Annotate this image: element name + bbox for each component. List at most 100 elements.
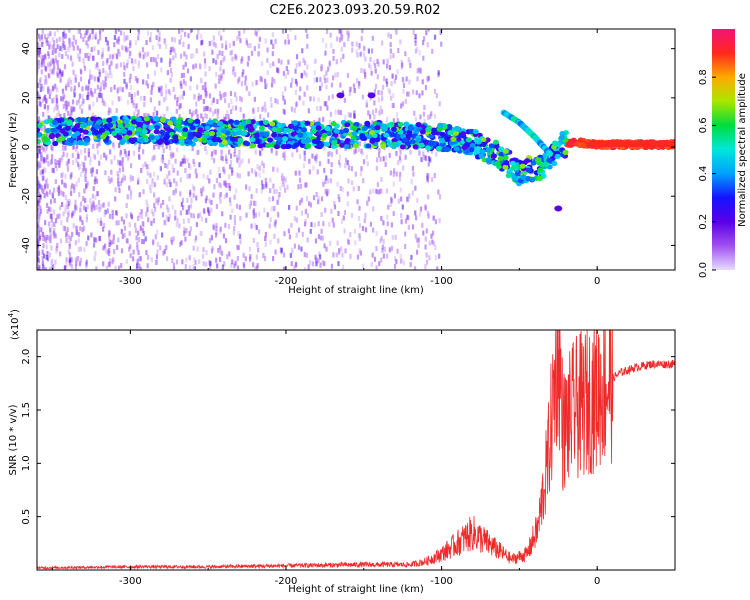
noise-speckle bbox=[176, 97, 179, 103]
noise-speckle bbox=[129, 50, 132, 56]
band-point bbox=[435, 145, 442, 151]
noise-speckle bbox=[169, 47, 173, 53]
noise-speckle bbox=[49, 199, 53, 205]
noise-speckle bbox=[172, 267, 176, 270]
noise-speckle bbox=[72, 144, 76, 150]
noise-speckle bbox=[414, 41, 417, 47]
noise-speckle bbox=[319, 85, 322, 91]
noise-speckle bbox=[236, 157, 239, 163]
noise-speckle bbox=[232, 230, 235, 236]
noise-speckle bbox=[40, 34, 43, 40]
noise-speckle bbox=[146, 263, 149, 269]
noise-speckle bbox=[62, 103, 65, 109]
noise-speckle bbox=[139, 256, 142, 262]
noise-speckle bbox=[381, 247, 384, 253]
noise-speckle bbox=[391, 73, 394, 79]
noise-speckle bbox=[386, 221, 389, 227]
band-point bbox=[439, 131, 446, 137]
noise-speckle bbox=[169, 77, 172, 83]
noise-speckle bbox=[175, 259, 179, 265]
band-point bbox=[529, 176, 536, 182]
noise-speckle bbox=[382, 59, 385, 65]
noise-speckle bbox=[361, 94, 365, 100]
noise-speckle bbox=[128, 92, 131, 98]
noise-speckle bbox=[401, 204, 404, 210]
noise-speckle bbox=[309, 202, 312, 208]
noise-speckle bbox=[420, 157, 423, 163]
noise-speckle bbox=[91, 92, 94, 98]
noise-speckle bbox=[225, 158, 228, 164]
noise-speckle bbox=[431, 48, 434, 54]
noise-speckle bbox=[233, 152, 236, 158]
noise-speckle bbox=[117, 173, 120, 179]
noise-speckle bbox=[165, 43, 168, 49]
noise-speckle bbox=[330, 162, 333, 168]
noise-speckle bbox=[59, 189, 62, 195]
noise-speckle bbox=[229, 201, 232, 207]
noise-speckle bbox=[339, 29, 342, 34]
noise-speckle bbox=[315, 153, 318, 159]
noise-speckle bbox=[146, 30, 150, 36]
noise-speckle bbox=[91, 112, 94, 118]
noise-speckle bbox=[401, 101, 405, 107]
noise-speckle bbox=[190, 197, 193, 203]
noise-speckle bbox=[83, 164, 86, 170]
noise-speckle bbox=[212, 35, 215, 41]
noise-speckle bbox=[76, 161, 80, 167]
noise-speckle bbox=[47, 162, 50, 168]
noise-speckle bbox=[319, 77, 322, 83]
noise-speckle bbox=[242, 113, 245, 119]
noise-speckle bbox=[192, 245, 195, 251]
noise-speckle bbox=[134, 58, 137, 64]
noise-speckle bbox=[368, 63, 371, 69]
noise-speckle bbox=[368, 111, 371, 117]
noise-speckle bbox=[394, 234, 397, 240]
band-point bbox=[164, 140, 171, 146]
noise-speckle bbox=[386, 214, 389, 220]
colorbar-tick-label: 0.4 bbox=[698, 166, 709, 182]
noise-speckle bbox=[80, 69, 83, 75]
noise-speckle bbox=[439, 30, 442, 36]
noise-speckle bbox=[239, 239, 242, 245]
noise-speckle bbox=[98, 72, 101, 78]
noise-speckle bbox=[54, 158, 57, 164]
noise-speckle bbox=[438, 253, 441, 259]
noise-speckle bbox=[161, 154, 164, 160]
noise-speckle bbox=[409, 262, 412, 268]
noise-speckle bbox=[237, 245, 240, 251]
noise-speckle bbox=[125, 84, 128, 90]
noise-speckle bbox=[110, 169, 113, 175]
noise-speckle bbox=[315, 77, 319, 83]
noise-speckle bbox=[104, 170, 107, 176]
noise-speckle bbox=[79, 216, 82, 222]
noise-speckle bbox=[360, 166, 363, 172]
noise-speckle bbox=[234, 91, 237, 97]
noise-speckle bbox=[434, 254, 438, 260]
noise-speckle bbox=[123, 37, 126, 43]
noise-speckle bbox=[262, 117, 266, 123]
noise-speckle bbox=[70, 110, 73, 116]
noise-speckle bbox=[399, 187, 402, 193]
noise-speckle bbox=[60, 201, 64, 207]
noise-speckle bbox=[49, 58, 53, 64]
band-point bbox=[511, 175, 518, 181]
noise-speckle bbox=[210, 154, 214, 160]
noise-speckle bbox=[188, 255, 191, 261]
band-point bbox=[189, 125, 196, 131]
band-point bbox=[330, 121, 337, 127]
noise-speckle bbox=[323, 168, 326, 174]
noise-speckle bbox=[83, 62, 86, 68]
noise-speckle bbox=[389, 201, 392, 207]
noise-speckle bbox=[211, 49, 214, 55]
band-point bbox=[425, 126, 432, 132]
noise-speckle bbox=[236, 265, 240, 270]
noise-speckle bbox=[205, 149, 208, 155]
x-tick-label: 0 bbox=[594, 276, 600, 287]
noise-speckle bbox=[42, 175, 45, 181]
noise-speckle bbox=[64, 204, 67, 210]
band-point bbox=[258, 131, 265, 137]
noise-speckle bbox=[424, 156, 427, 162]
noise-speckle bbox=[110, 87, 113, 93]
noise-speckle bbox=[291, 77, 294, 83]
band-point bbox=[512, 165, 519, 171]
